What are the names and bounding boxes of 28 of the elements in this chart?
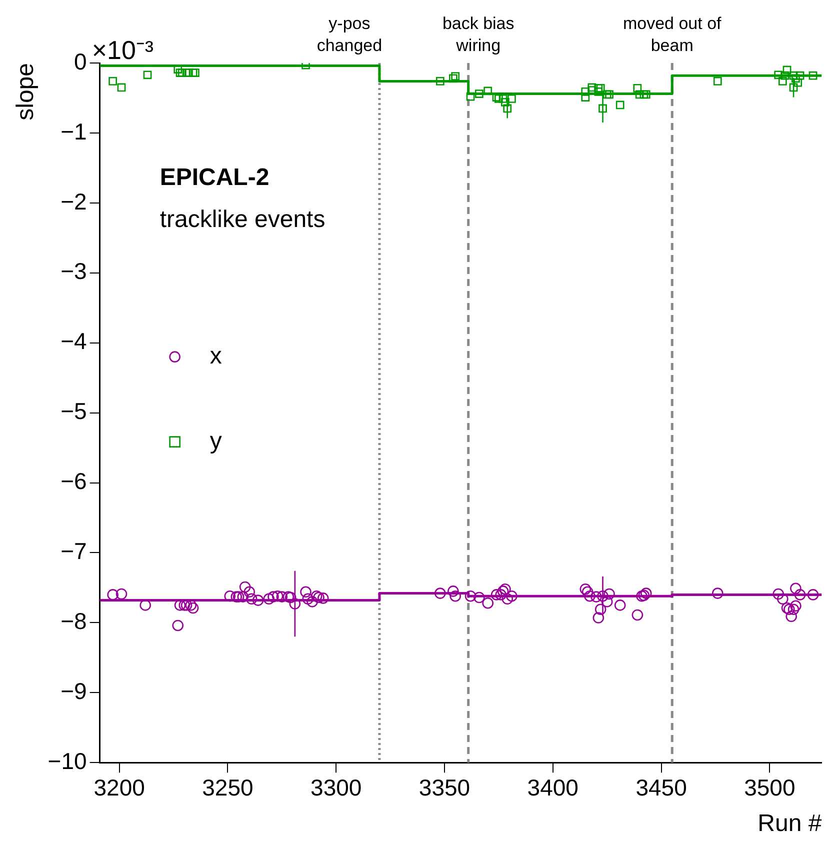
x-tick-label: 3350 xyxy=(418,774,470,801)
y-axis-title: slope xyxy=(12,63,40,120)
x-tick-label: 3450 xyxy=(636,774,687,801)
x-tick-label: 3250 xyxy=(202,774,254,801)
x-tick-label: 3300 xyxy=(310,774,362,801)
y-tick-label: −5 xyxy=(60,398,87,424)
y-tick-label: −2 xyxy=(60,188,87,214)
annotation: EPICAL-2 xyxy=(160,164,270,192)
y-tick-label: −6 xyxy=(60,468,87,494)
legend-label: x xyxy=(210,342,222,370)
ref-line-label: moved out of beam xyxy=(622,14,722,56)
y-tick-label: −9 xyxy=(60,678,87,704)
x-axis-title: Run # xyxy=(758,810,822,838)
ref-line-label: back bias wiring xyxy=(442,14,514,56)
ref-line-label: y-pos changed xyxy=(316,14,382,56)
y-tick-label: −10 xyxy=(48,748,87,774)
y-tick-label: 0 xyxy=(74,48,87,74)
y-tick-label: −7 xyxy=(60,538,87,564)
legend-label: y xyxy=(210,427,222,454)
y-tick-label: −8 xyxy=(60,608,87,634)
x-tick-label: 3200 xyxy=(94,774,145,801)
annotation: tracklike events xyxy=(160,206,326,234)
y-tick-label: −4 xyxy=(60,328,88,354)
y-tick-label: −3 xyxy=(60,258,87,284)
annotation: ×10⁻³ xyxy=(92,35,154,65)
x-tick-label: 3500 xyxy=(744,774,796,801)
x-tick-label: 3400 xyxy=(527,774,578,801)
y-tick-label: −1 xyxy=(60,118,87,144)
